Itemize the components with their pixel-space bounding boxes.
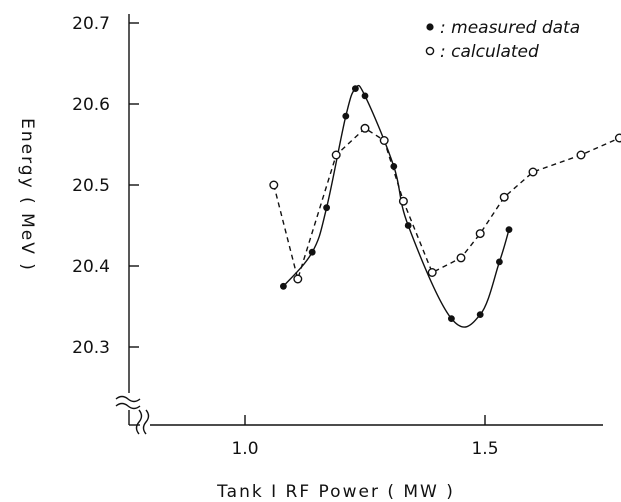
y-tick-label: 20.3 [72, 338, 110, 358]
calculated-data-curve [273, 127, 620, 282]
calculated-point [499, 192, 509, 202]
legend: : measured data : calculated [425, 18, 580, 62]
calculated-point [456, 253, 466, 263]
calculated-point [614, 133, 621, 143]
calculated-point [475, 229, 485, 239]
y-tick-label: 20.7 [72, 14, 110, 34]
x-axis-break-mark [135, 409, 150, 435]
calculated-point [379, 135, 389, 145]
axes [115, 14, 603, 435]
series-markers [269, 85, 621, 322]
y-tick-label: 20.5 [72, 176, 110, 196]
calculated-point [293, 274, 303, 284]
y-axis-ticks: 20.7 20.6 20.5 20.4 20.3 [72, 14, 139, 358]
measured-point [342, 112, 350, 120]
x-axis-title: Tank I RF Power ( MW ) [216, 482, 455, 502]
measured-point [352, 85, 359, 92]
y-axis-break-mark [115, 395, 141, 410]
measured-point [390, 163, 398, 170]
measured-point [505, 226, 513, 234]
x-tick-label: 1.5 [471, 439, 498, 459]
legend-marker-calculated [425, 46, 435, 56]
x-axis-ticks: 1.0 1.5 [231, 415, 499, 459]
calculated-point [360, 123, 370, 133]
calculated-point [427, 268, 437, 278]
measured-point [323, 204, 330, 212]
y-tick-label: 20.6 [72, 95, 110, 115]
calculated-point [398, 196, 408, 206]
measured-point [308, 248, 316, 256]
legend-label-calculated: : calculated [440, 42, 539, 62]
measured-point [496, 258, 503, 266]
measured-point [361, 92, 369, 100]
calculated-point [331, 150, 341, 160]
y-axis-title: Energy ( MeV ) [17, 118, 37, 272]
legend-marker-measured [426, 23, 434, 31]
measured-point [404, 222, 412, 229]
calculated-point [528, 167, 538, 177]
measured-point [448, 315, 455, 322]
measured-point [476, 311, 484, 318]
calculated-point [269, 180, 279, 190]
calculated-point [576, 150, 586, 160]
y-tick-label: 20.4 [72, 257, 110, 277]
x-tick-label: 1.0 [231, 439, 258, 459]
measured-data-curve [282, 84, 510, 328]
measured-point [280, 282, 287, 290]
legend-label-measured: : measured data [440, 18, 580, 38]
